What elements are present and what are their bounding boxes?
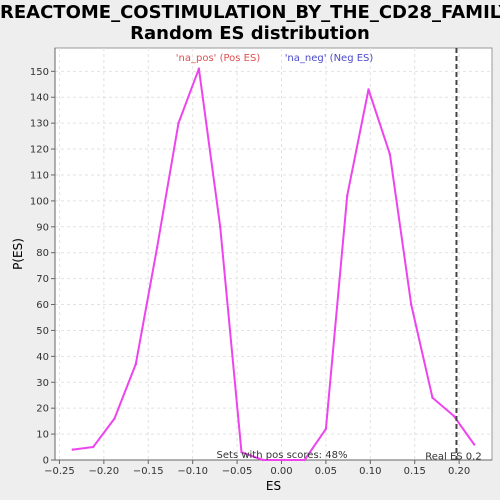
x-tick-label: 0.00 — [270, 466, 292, 477]
y-tick-label: 40 — [36, 352, 49, 363]
legend-entry-na-neg: 'na_neg' (Neg ES) — [285, 53, 374, 64]
grid-lines — [55, 48, 492, 460]
x-tick-label: −0.25 — [44, 466, 75, 477]
es-distribution-line — [72, 67, 476, 461]
x-tick-label: −0.20 — [89, 466, 120, 477]
y-tick-label: 10 — [36, 430, 49, 441]
chart-subtitle: Random ES distribution — [130, 23, 370, 44]
data-point — [324, 427, 328, 431]
data-point — [134, 362, 138, 366]
data-point — [71, 448, 74, 451]
x-axis-label: ES — [266, 479, 281, 493]
y-tick-label: 120 — [30, 145, 49, 156]
data-point — [452, 414, 456, 418]
data-point — [240, 451, 243, 454]
y-tick-label: 80 — [36, 248, 49, 259]
y-tick-label: 60 — [36, 300, 49, 311]
x-tick-label: 0.10 — [359, 466, 381, 477]
x-tick-label: 0.15 — [404, 466, 426, 477]
x-tick-label: 0.05 — [315, 466, 337, 477]
data-point — [197, 67, 201, 70]
y-tick-label: 150 — [30, 67, 49, 78]
data-point — [113, 417, 116, 420]
y-tick-label: 110 — [30, 170, 49, 181]
data-point — [367, 88, 370, 91]
chart-title: REACTOME_COSTIMULATION_BY_THE_CD28_FAMIL… — [0, 2, 500, 23]
y-axis-label: P(ES) — [11, 238, 25, 270]
data-point — [388, 153, 392, 156]
data-point — [303, 458, 306, 462]
series-layer — [71, 67, 476, 462]
y-tick-label: 90 — [36, 222, 49, 233]
data-point — [261, 458, 265, 462]
y-tick-label: 0 — [43, 456, 49, 467]
y-tick-label: 30 — [36, 378, 49, 389]
data-point — [91, 445, 95, 449]
plot-area — [54, 47, 493, 461]
data-point — [155, 246, 159, 249]
y-tick-label: 140 — [30, 93, 49, 104]
data-point — [282, 458, 286, 462]
data-point — [177, 121, 180, 125]
x-tick-label: 0.20 — [448, 466, 470, 477]
pos-scores-annotation: Sets with pos scores: 48% — [217, 450, 348, 461]
x-tick-label: −0.15 — [133, 466, 164, 477]
y-tick-label: 130 — [30, 119, 49, 130]
x-tick-label: −0.05 — [222, 466, 253, 477]
data-point — [431, 396, 434, 400]
data-point — [219, 225, 222, 228]
data-point — [346, 194, 349, 197]
real-es-label: Real ES 0.2 — [425, 452, 481, 463]
x-tick-label: −0.10 — [177, 466, 208, 477]
y-tick-label: 50 — [36, 326, 49, 337]
axes: 0 10 20 30 40 50 60 70 80 90 100 110 120 130 140 150 −0.… — [30, 48, 492, 477]
data-point — [473, 443, 476, 446]
y-tick-label: 70 — [36, 274, 49, 285]
y-tick-label: 100 — [30, 196, 49, 207]
y-tick-label: 20 — [36, 404, 49, 415]
data-point — [409, 303, 413, 306]
legend-entry-na-pos: 'na_pos' (Pos ES) — [176, 53, 261, 64]
